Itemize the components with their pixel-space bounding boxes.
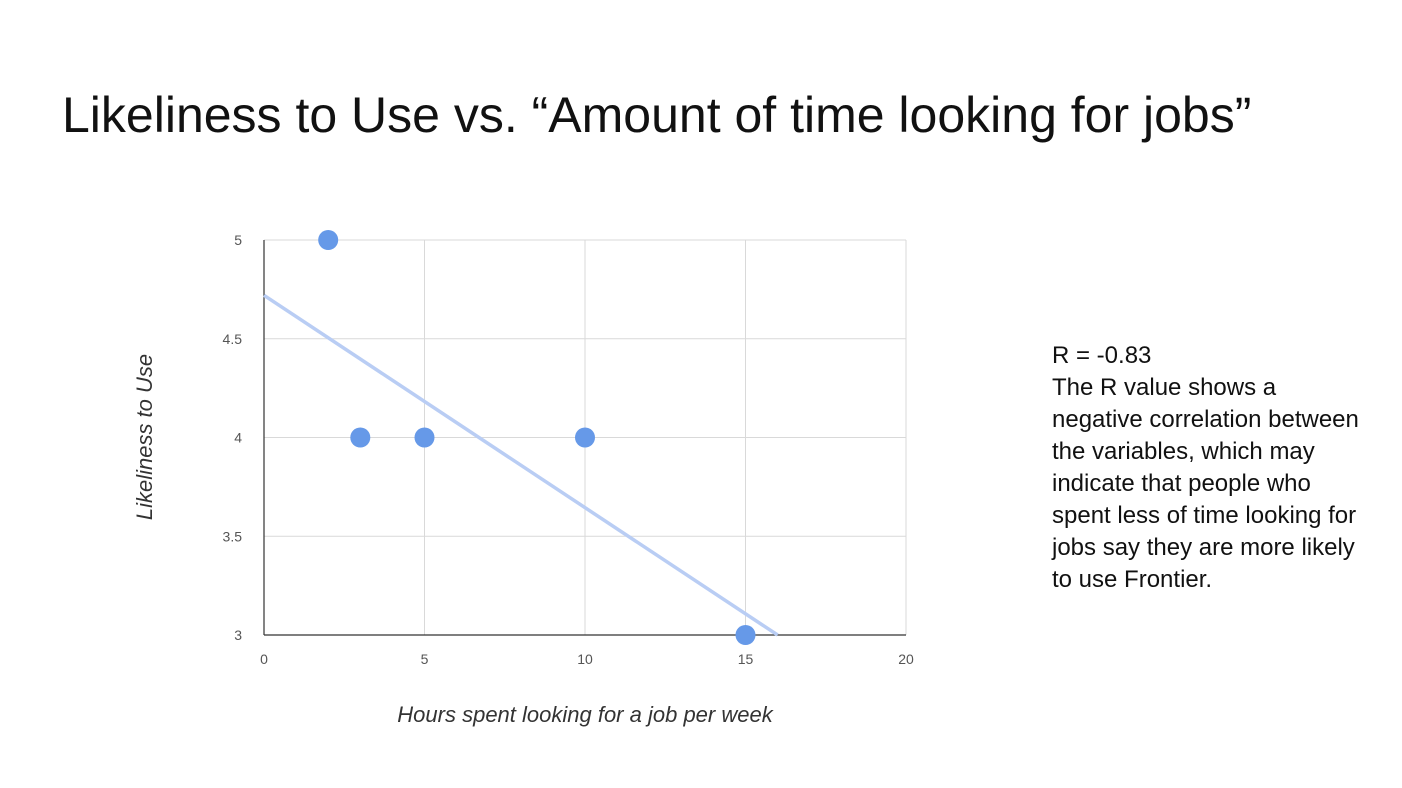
y-tick-label: 3.5 xyxy=(223,528,243,544)
chart-axes xyxy=(263,240,906,636)
y-axis-label: Likeliness to Use xyxy=(132,354,157,520)
data-point xyxy=(575,427,595,448)
x-axis-label: Hours spent looking for a job per week xyxy=(397,702,773,727)
x-tick-label: 0 xyxy=(260,651,268,667)
data-point xyxy=(414,427,435,448)
x-tick-label: 5 xyxy=(421,651,429,667)
trendline xyxy=(263,293,779,637)
y-tick-label: 4.5 xyxy=(223,331,243,347)
correlation-explanation: The R value shows a negative correlation… xyxy=(1052,374,1359,593)
data-points xyxy=(318,230,756,645)
slide-title: Likeliness to Use vs. “Amount of time lo… xyxy=(62,87,1252,143)
y-tick-labels: 3 3.5 4 4.5 5 xyxy=(223,232,243,643)
r-value-text: R = -0.83 xyxy=(1052,342,1152,369)
data-point xyxy=(735,625,756,645)
y-tick-label: 5 xyxy=(234,232,242,248)
x-tick-label: 20 xyxy=(898,651,914,667)
data-point xyxy=(350,427,371,448)
trendline-group xyxy=(263,293,779,637)
y-tick-label: 3 xyxy=(234,627,242,643)
data-point xyxy=(318,230,339,250)
x-tick-label: 10 xyxy=(577,651,593,667)
x-tick-label: 15 xyxy=(738,651,754,667)
y-tick-label: 4 xyxy=(234,430,242,446)
x-tick-labels: 0 5 10 15 20 xyxy=(260,651,914,667)
correlation-note: R = -0.83 The R value shows a negative c… xyxy=(1052,340,1372,596)
